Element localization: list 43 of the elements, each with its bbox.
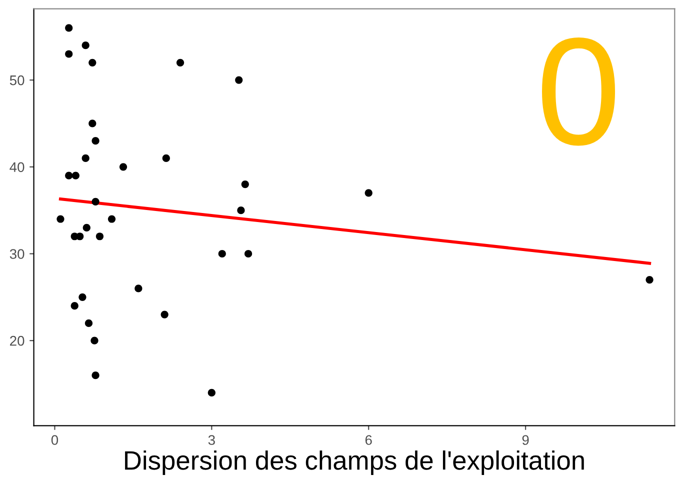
point xyxy=(92,372,100,380)
point xyxy=(108,215,116,223)
y-tick-label: 40 xyxy=(10,162,24,172)
point xyxy=(65,172,73,180)
point xyxy=(82,154,90,162)
x-tick-label: 3 xyxy=(208,435,215,445)
y-tick-label: 20 xyxy=(10,336,24,346)
point xyxy=(56,215,64,223)
point xyxy=(646,276,654,284)
y-tick-label: 50 xyxy=(10,75,24,86)
annotation: 0 xyxy=(542,38,616,146)
point xyxy=(235,76,243,84)
x-axis-title: Dispersion des champs de l'exploitation xyxy=(125,450,584,476)
x-tick-label: 0 xyxy=(51,435,58,445)
point xyxy=(237,206,245,214)
point xyxy=(84,319,93,328)
point xyxy=(208,388,216,396)
point xyxy=(72,172,80,180)
point xyxy=(218,250,226,258)
point xyxy=(96,232,104,240)
point xyxy=(82,42,90,50)
point xyxy=(162,154,170,162)
point xyxy=(70,302,78,310)
point xyxy=(88,120,96,128)
point xyxy=(134,284,142,292)
point xyxy=(65,50,73,58)
point xyxy=(119,163,128,171)
point xyxy=(92,137,100,145)
point xyxy=(176,58,184,66)
y-tick-label: 30 xyxy=(10,249,24,259)
x-tick-label: 6 xyxy=(365,435,372,445)
point xyxy=(160,310,168,318)
point xyxy=(78,293,86,301)
x-tick-label: 9 xyxy=(522,435,529,445)
point xyxy=(88,58,96,66)
point xyxy=(364,189,372,197)
point xyxy=(65,24,73,32)
point xyxy=(92,198,100,206)
point xyxy=(244,250,252,258)
point xyxy=(241,180,249,188)
point xyxy=(76,232,84,240)
point xyxy=(90,336,98,344)
point xyxy=(82,224,90,232)
